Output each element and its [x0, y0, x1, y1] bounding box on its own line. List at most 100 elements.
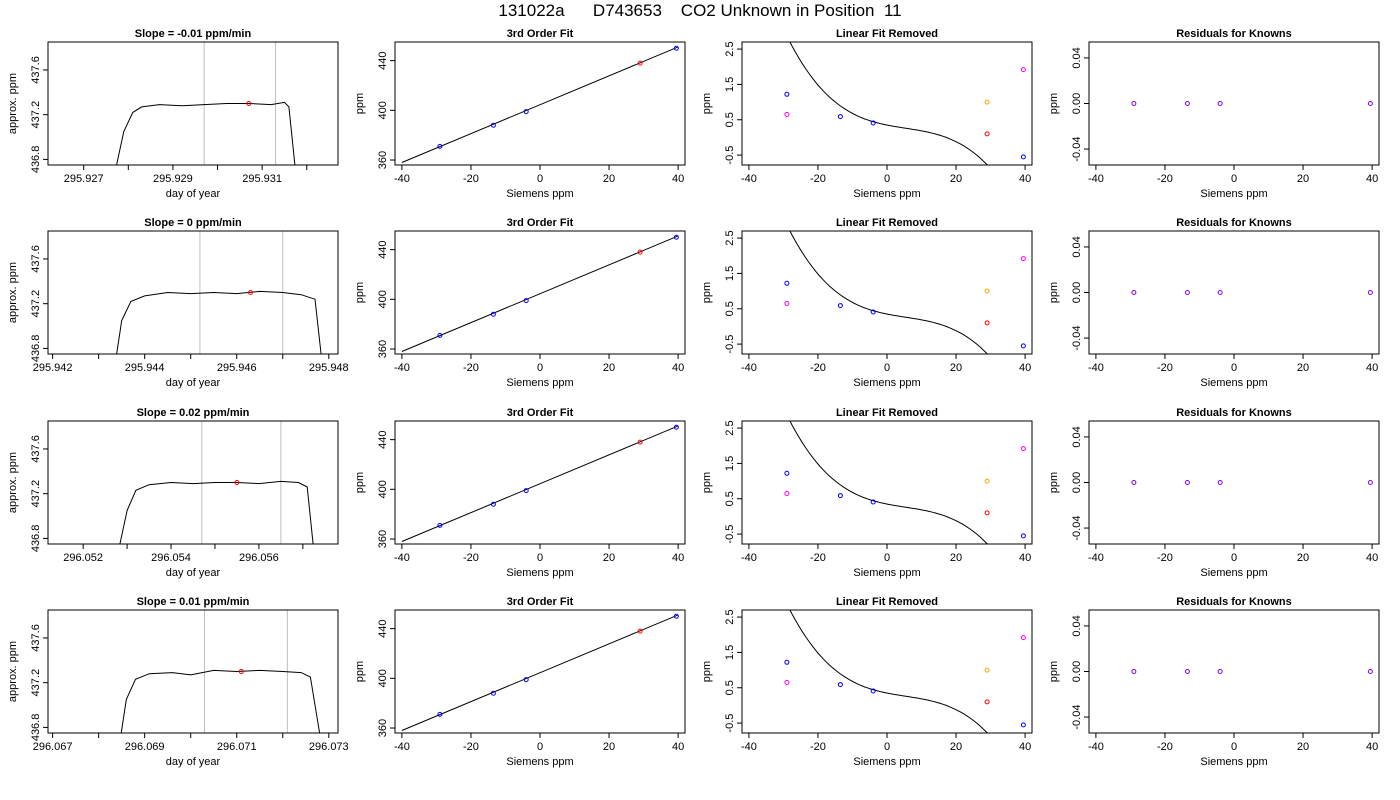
- plot-body: [1131, 101, 1373, 106]
- x-tick-label: 40: [1366, 741, 1378, 753]
- data-point: [1020, 635, 1026, 641]
- y-axis-label: ppm: [354, 472, 366, 493]
- x-axis-label: day of year: [166, 567, 221, 579]
- x-tick-label: -20: [1157, 552, 1173, 564]
- data-point: [673, 613, 679, 619]
- x-tick-label: 40: [1366, 362, 1378, 374]
- x-axis-label: day of year: [166, 377, 221, 389]
- x-tick-label: 295.946: [217, 362, 257, 374]
- panel-3-0: Slope = 0.01 ppm/min 296.067 296.069 296.07…: [7, 596, 349, 768]
- data-point: [984, 478, 990, 484]
- plot-frame: [47, 230, 339, 355]
- data-point: [523, 677, 529, 683]
- y-tick-label: 436.8: [30, 525, 42, 553]
- y-tick-label: 437.2: [30, 290, 42, 318]
- y-axis-label: ppm: [354, 282, 366, 303]
- y-axis-label: ppm: [701, 472, 713, 493]
- data-point: [1217, 480, 1223, 485]
- data-point: [984, 288, 990, 294]
- plot-body: [784, 42, 1026, 165]
- x-tick-label: -40: [741, 552, 757, 564]
- plot-body: [401, 424, 679, 542]
- x-tick-label: 0: [1231, 362, 1237, 374]
- y-tick-label: 2.5: [724, 609, 736, 624]
- data-point: [490, 690, 496, 696]
- x-axis-label: Siemens ppm: [506, 377, 573, 389]
- x-tick-label: 0: [884, 552, 890, 564]
- panel-title: Linear Fit Removed: [836, 28, 938, 40]
- fit-curve: [789, 231, 989, 354]
- x-tick-label: 20: [1297, 741, 1309, 753]
- panel-3-1: 3rd Order Fit -40 -20 0 20 40 360 400 440 Siemens…: [354, 596, 686, 768]
- data-point: [637, 439, 643, 445]
- data-point: [1131, 669, 1137, 674]
- y-tick-label: 440: [377, 51, 389, 69]
- y-axis-label: ppm: [1048, 472, 1060, 493]
- data-point: [1184, 101, 1190, 106]
- plot-frame: [1088, 230, 1380, 355]
- series-line: [116, 101, 296, 165]
- data-point: [784, 659, 790, 665]
- panel-2-3: Residuals for Knowns -40 -20 0 20 40 -0.04 0.00…: [1048, 407, 1380, 579]
- x-tick-label: 0: [884, 362, 890, 374]
- x-tick-label: 0: [1231, 552, 1237, 564]
- plot-frame: [47, 41, 339, 166]
- x-tick-label: 295.948: [309, 362, 349, 374]
- data-point: [637, 249, 643, 255]
- x-tick-label: -40: [1088, 741, 1104, 753]
- y-tick-label: 440: [377, 430, 389, 448]
- data-point: [1020, 67, 1026, 73]
- panel-1-1: 3rd Order Fit -40 -20 0 20 40 360 400 440 Siemens…: [354, 217, 686, 389]
- x-tick-label: -20: [810, 173, 826, 185]
- data-point: [784, 470, 790, 476]
- x-tick-label: 20: [950, 173, 962, 185]
- main-title: 131022a D743653 CO2 Unknown in Position …: [498, 1, 902, 20]
- plot-body: [1131, 480, 1373, 485]
- data-point: [837, 493, 843, 499]
- x-tick-label: 0: [537, 362, 543, 374]
- x-tick-label: 295.929: [153, 173, 193, 185]
- x-axis-label: day of year: [166, 756, 221, 768]
- panel-3-3: Residuals for Knowns -40 -20 0 20 40 -0.04 0.00…: [1048, 596, 1380, 768]
- x-tick-label: -40: [741, 741, 757, 753]
- plot-frame: [394, 41, 686, 166]
- data-point: [837, 303, 843, 309]
- x-axis-label: Siemens ppm: [853, 377, 920, 389]
- data-point: [673, 45, 679, 51]
- x-tick-label: 20: [603, 362, 615, 374]
- data-point: [490, 501, 496, 507]
- marker-point: [238, 669, 244, 674]
- plot-body: [120, 669, 321, 733]
- plot-body: [1131, 290, 1373, 295]
- data-point: [523, 488, 529, 494]
- y-tick-label: 0.04: [1071, 615, 1083, 636]
- data-point: [437, 143, 443, 149]
- data-point: [1020, 343, 1026, 349]
- y-tick-label: 0.00: [1071, 93, 1083, 114]
- data-point: [784, 490, 790, 496]
- plot-body: [116, 290, 322, 354]
- data-point: [1184, 669, 1190, 674]
- y-tick-label: 440: [377, 240, 389, 258]
- x-axis-label: Siemens ppm: [853, 188, 920, 200]
- data-point: [784, 300, 790, 306]
- panel-title: Slope = 0.01 ppm/min: [137, 596, 250, 608]
- data-point: [1020, 256, 1026, 262]
- x-tick-label: 0: [537, 741, 543, 753]
- y-tick-label: 2.5: [724, 230, 736, 245]
- y-tick-label: 360: [377, 719, 389, 737]
- data-point: [637, 628, 643, 634]
- x-tick-label: 296.056: [239, 552, 279, 564]
- plot-body: [784, 231, 1026, 354]
- fit-line: [401, 235, 679, 352]
- series-line: [119, 480, 314, 544]
- x-tick-label: 40: [672, 362, 684, 374]
- y-tick-label: 0.5: [724, 301, 736, 316]
- y-tick-label: 400: [377, 480, 389, 498]
- x-tick-label: 0: [1231, 741, 1237, 753]
- data-point: [870, 499, 876, 505]
- y-tick-label: 2.5: [724, 420, 736, 435]
- plot-body: [784, 610, 1026, 733]
- x-tick-label: 295.931: [242, 173, 282, 185]
- x-tick-label: 40: [1019, 552, 1031, 564]
